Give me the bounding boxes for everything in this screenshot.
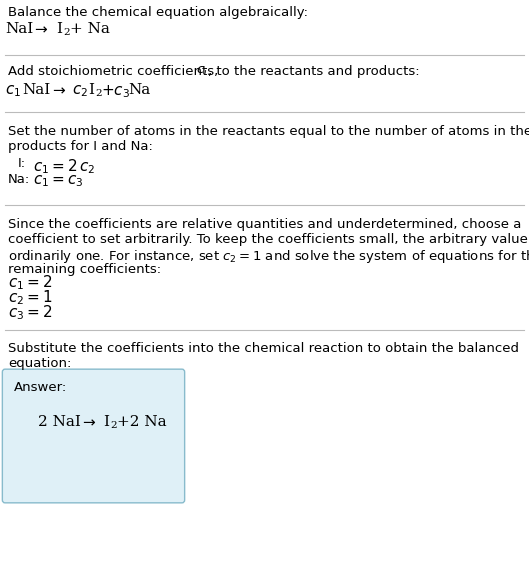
Text: Add stoichiometric coefficients,: Add stoichiometric coefficients,: [8, 65, 222, 78]
Text: $c_1 = 2$: $c_1 = 2$: [8, 273, 52, 291]
Text: coefficient to set arbitrarily. To keep the coefficients small, the arbitrary va: coefficient to set arbitrarily. To keep …: [8, 233, 529, 246]
Text: $c_2 = 1$: $c_2 = 1$: [8, 288, 52, 307]
Text: $c_i$: $c_i$: [196, 65, 208, 78]
Text: →: →: [34, 22, 47, 37]
Text: +$c_3$: +$c_3$: [101, 83, 130, 100]
Text: products for I and Na:: products for I and Na:: [8, 140, 153, 153]
Text: 2: 2: [110, 421, 116, 430]
Text: ordinarily one. For instance, set $c_2 = 1$ and solve the system of equations fo: ordinarily one. For instance, set $c_2 =…: [8, 248, 529, 265]
Text: I: I: [103, 415, 109, 429]
Text: Since the coefficients are relative quantities and underdetermined, choose a: Since the coefficients are relative quan…: [8, 218, 521, 231]
Text: 2: 2: [63, 28, 70, 37]
Text: I: I: [56, 22, 62, 36]
Text: I: I: [88, 83, 94, 97]
Text: $c_1 = c_3$: $c_1 = c_3$: [33, 173, 84, 189]
Text: $c_1 = 2\,c_2$: $c_1 = 2\,c_2$: [33, 157, 96, 176]
Text: Set the number of atoms in the reactants equal to the number of atoms in the: Set the number of atoms in the reactants…: [8, 125, 529, 138]
Text: Substitute the coefficients into the chemical reaction to obtain the balanced: Substitute the coefficients into the che…: [8, 342, 519, 355]
Text: $c_3 = 2$: $c_3 = 2$: [8, 303, 52, 321]
Text: remaining coefficients:: remaining coefficients:: [8, 263, 161, 276]
Text: Na: Na: [128, 83, 150, 97]
Text: NaI: NaI: [22, 83, 50, 97]
Text: $c_2$: $c_2$: [72, 83, 88, 99]
Text: I:: I:: [18, 157, 26, 170]
Text: Answer:: Answer:: [14, 381, 67, 394]
FancyBboxPatch shape: [2, 369, 185, 503]
Text: 2: 2: [95, 89, 102, 98]
Text: equation:: equation:: [8, 357, 71, 370]
Text: Balance the chemical equation algebraically:: Balance the chemical equation algebraica…: [8, 6, 308, 19]
Text: →: →: [82, 415, 95, 430]
Text: NaI: NaI: [5, 22, 33, 36]
Text: Na:: Na:: [8, 173, 30, 186]
Text: $c_1$: $c_1$: [5, 83, 21, 99]
Text: +2 Na: +2 Na: [117, 415, 167, 429]
Text: →: →: [52, 83, 65, 98]
Text: , to the reactants and products:: , to the reactants and products:: [208, 65, 419, 78]
Text: + Na: + Na: [70, 22, 110, 36]
Text: 2 NaI: 2 NaI: [38, 415, 81, 429]
